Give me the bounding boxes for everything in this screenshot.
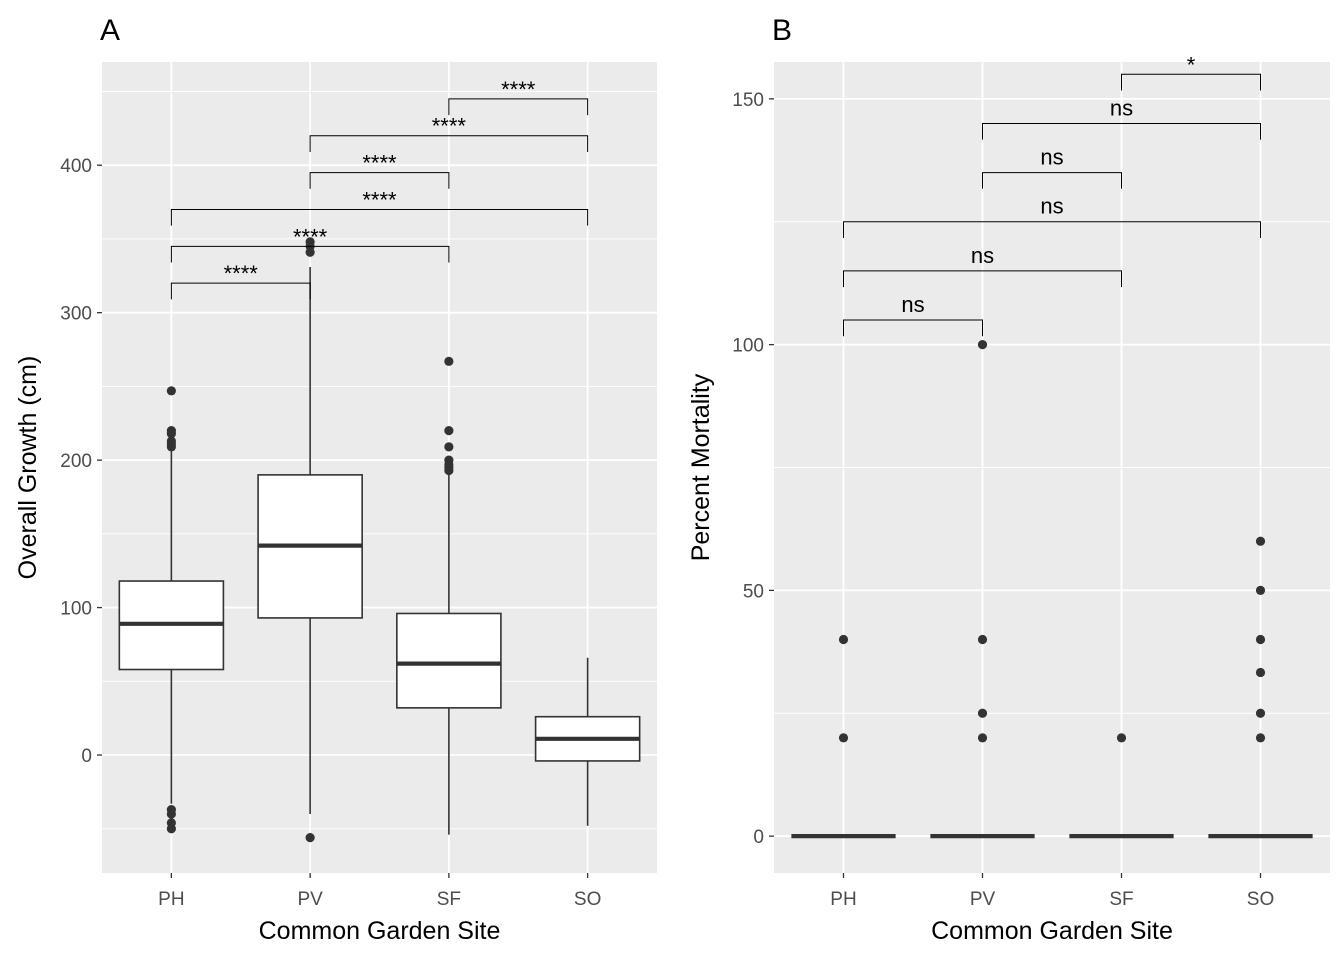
outlier-point (1255, 708, 1266, 718)
outlier-point (166, 386, 176, 396)
bracket-line (843, 319, 983, 337)
bracket-line (309, 135, 589, 152)
box-ph (791, 634, 896, 839)
x-tick-label: SF (1109, 889, 1133, 910)
y-tick-label: 300 (60, 304, 92, 325)
outlier-point (977, 340, 988, 350)
comparison-bracket: **** (170, 261, 311, 300)
bracket-line (982, 172, 1122, 189)
significance-label: **** (501, 77, 536, 102)
comparison-bracket: **** (170, 224, 450, 263)
bracket-line (843, 270, 1122, 288)
x-tick-label: PV (297, 889, 323, 910)
y-axis-title: Percent Mortality (687, 373, 715, 561)
y-tick-label: 50 (743, 581, 764, 602)
outlier-point (1255, 733, 1266, 743)
y-tick-label: 200 (60, 451, 92, 472)
x-tick-label: SF (437, 889, 461, 910)
comparison-bracket: **** (309, 151, 450, 189)
comparison-bracket: **** (170, 187, 589, 226)
bracket-line (170, 208, 589, 226)
x-tick-label: PH (830, 889, 856, 910)
outlier-point (444, 356, 454, 366)
y-axis-title: Overall Growth (cm) (14, 356, 42, 580)
outlier-point (977, 708, 988, 718)
significance-label: * (1187, 52, 1196, 77)
box-so (534, 657, 641, 826)
box-body (396, 612, 502, 709)
panel-b: 0 50 100 150 PH PV SF SO ns ns ns ns ns * B Common Gard… (687, 14, 1330, 945)
box-ph (118, 386, 225, 834)
significance-label: **** (293, 224, 328, 249)
comparison-bracket: ns (843, 292, 983, 337)
box-sf (396, 356, 502, 835)
outlier-point (977, 634, 988, 645)
significance-label: **** (224, 261, 259, 286)
outlier-point (977, 733, 988, 743)
x-tick-label: PH (158, 889, 184, 910)
outlier-point (166, 824, 176, 834)
x-axis-title: Common Garden Site (931, 917, 1173, 945)
significance-label: **** (362, 151, 397, 176)
comparison-bracket: ns (982, 145, 1122, 189)
x-tick-label: PV (970, 889, 996, 910)
bracket-line (170, 282, 311, 300)
significance-label: ns (971, 243, 994, 268)
outlier-point (838, 634, 849, 645)
outlier-point (1255, 585, 1266, 595)
bracket-line (843, 221, 1261, 238)
outlier-point (1255, 634, 1266, 645)
outlier-point (305, 247, 315, 257)
y-tick-label: 0 (81, 746, 92, 767)
outlier-point (444, 465, 454, 476)
significance-label: **** (362, 187, 397, 212)
bracket-line (448, 98, 589, 116)
bracket-line (982, 122, 1261, 140)
outlier-point (1255, 536, 1266, 546)
panel-a: 0 100 200 300 400 PH PV SF SO **** **** **** **** ***… (14, 14, 657, 945)
y-tick-label: 100 (732, 336, 764, 357)
panel-label: A (100, 14, 120, 47)
x-axis-title: Common Garden Site (259, 917, 501, 945)
bracket-line (1121, 73, 1261, 91)
significance-label: ns (901, 292, 924, 317)
outlier-point (444, 442, 454, 452)
y-tick-label: 100 (60, 599, 92, 620)
comparison-bracket: **** (448, 77, 589, 116)
outlier-point (166, 428, 176, 439)
box-pv (930, 340, 1035, 839)
comparison-bracket: **** (309, 114, 589, 152)
y-tick-label: 400 (60, 156, 92, 177)
x-tick-label: SO (574, 889, 601, 910)
comparison-bracket: ns (982, 95, 1261, 140)
x-tick-label: SO (1247, 889, 1274, 910)
bracket-line (170, 245, 450, 263)
outlier-point (444, 426, 454, 436)
panel-label: B (772, 14, 792, 47)
significance-label: ns (1040, 145, 1063, 170)
significance-label: **** (432, 114, 467, 139)
y-tick-label: 0 (753, 827, 764, 848)
outlier-point (166, 809, 176, 819)
outlier-point (838, 733, 849, 743)
outlier-point (305, 833, 315, 843)
outlier-point (166, 442, 176, 452)
outlier-point (1255, 667, 1266, 678)
bracket-line (309, 172, 450, 189)
outlier-point (1116, 733, 1127, 743)
comparison-bracket: ns (843, 194, 1261, 238)
box-so (1208, 536, 1313, 839)
significance-label: ns (1110, 95, 1133, 120)
comparison-bracket: * (1121, 52, 1261, 91)
box-sf (1069, 733, 1174, 839)
significance-label: ns (1040, 194, 1063, 219)
comparison-bracket: ns (843, 243, 1122, 288)
y-tick-label: 150 (732, 90, 764, 111)
